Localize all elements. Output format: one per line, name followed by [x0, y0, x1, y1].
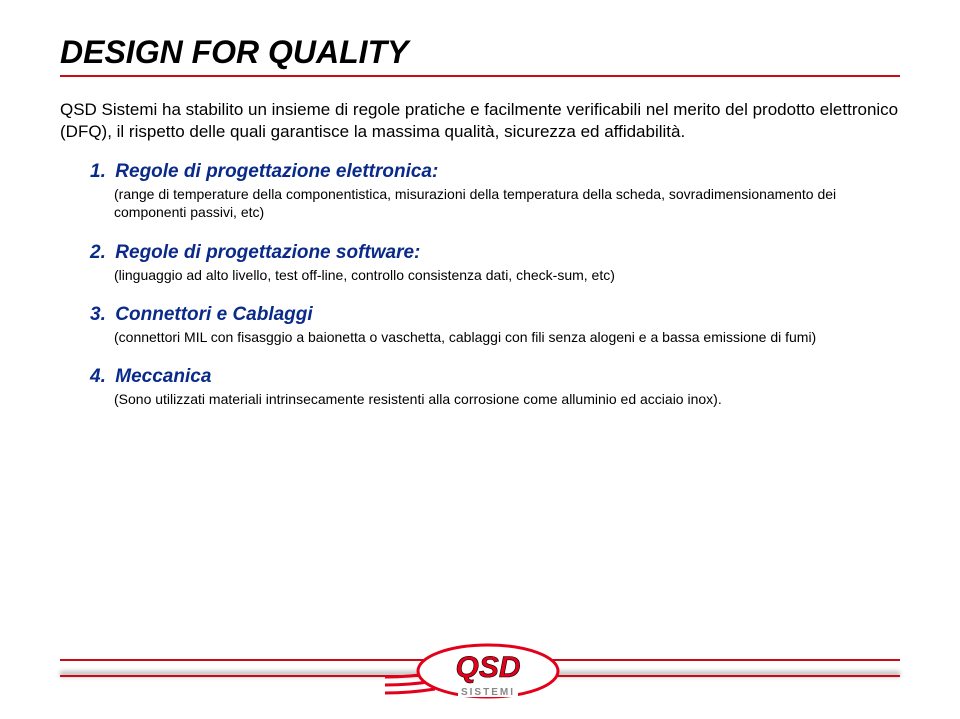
logo: QSD SISTEMI [380, 637, 580, 701]
item-heading: 1. Regole di progettazione elettronica: [90, 161, 900, 183]
list-item: 4. Meccanica (Sono utilizzati materiali … [60, 366, 900, 408]
item-head-text: Regole di progettazione elettronica: [115, 161, 438, 182]
item-head-text: Meccanica [115, 366, 211, 387]
list-item: 1. Regole di progettazione elettronica: … [60, 161, 900, 221]
list-item: 3. Connettori e Cablaggi (connettori MIL… [60, 304, 900, 346]
item-head-text: Connettori e Cablaggi [115, 304, 312, 325]
svg-text:SISTEMI: SISTEMI [461, 687, 515, 698]
intro-paragraph: QSD Sistemi ha stabilito un insieme di r… [60, 99, 900, 143]
item-subtext: (Sono utilizzati materiali intrinsecamen… [90, 390, 900, 408]
list-item: 2. Regole di progettazione software: (li… [60, 242, 900, 284]
item-subtext: (linguaggio ad alto livello, test off-li… [90, 266, 900, 284]
footer: QSD SISTEMI [0, 637, 960, 707]
item-number: 4. [90, 366, 110, 388]
item-number: 3. [90, 304, 110, 326]
item-number: 1. [90, 161, 110, 183]
page-title: DESIGN FOR QUALITY [60, 34, 900, 71]
svg-text:QSD: QSD [455, 651, 520, 684]
page: DESIGN FOR QUALITY QSD Sistemi ha stabil… [0, 0, 960, 719]
logo-svg: QSD SISTEMI [380, 637, 580, 701]
item-head-text: Regole di progettazione software: [115, 242, 420, 263]
title-rule [60, 75, 900, 77]
item-heading: 2. Regole di progettazione software: [90, 242, 900, 264]
item-subtext: (connettori MIL con fisasggio a baionett… [90, 328, 900, 346]
item-number: 2. [90, 242, 110, 264]
item-heading: 4. Meccanica [90, 366, 900, 388]
item-heading: 3. Connettori e Cablaggi [90, 304, 900, 326]
item-subtext: (range di temperature della componentist… [90, 185, 900, 221]
